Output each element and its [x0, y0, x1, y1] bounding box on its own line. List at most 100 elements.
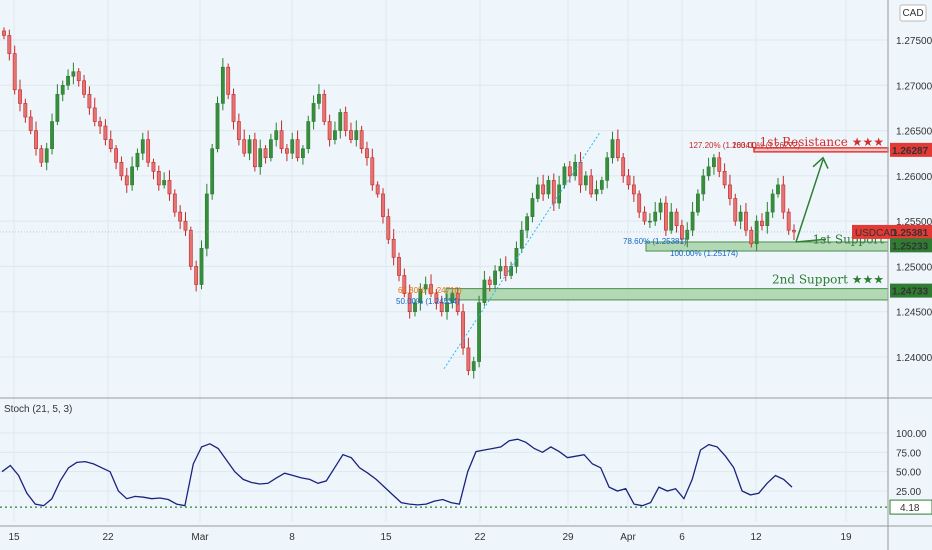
candle-body: [589, 175, 594, 195]
resistance-price-tag: 1.26287: [892, 146, 929, 157]
fib-100-resistance-label: 100.00% (1.26272): [732, 141, 800, 150]
candle-body: [365, 148, 369, 159]
candle-body: [87, 94, 92, 109]
candle-body: [749, 229, 754, 245]
candle-body: [370, 157, 375, 186]
price-tick-label: 1.24500: [896, 308, 932, 319]
candle-body: [551, 180, 556, 204]
candle-body: [781, 184, 786, 213]
currency-box: [899, 4, 927, 22]
candle-body: [98, 121, 102, 127]
price-tick-label: 1.27000: [896, 81, 932, 92]
candle-body: [701, 175, 706, 195]
candle-body: [92, 107, 97, 122]
candle-body: [487, 279, 492, 285]
candle-body: [375, 184, 380, 195]
support2-label: 2nd Support ★★★: [772, 273, 884, 287]
fib-127-label: 127.20% (1.26341): [689, 141, 757, 150]
candle-body: [263, 148, 268, 159]
candle-body: [599, 180, 604, 190]
candle-body: [397, 257, 401, 276]
support2-price-tag: 1.24733: [892, 287, 929, 298]
candle-body: [12, 53, 17, 91]
candle-body: [247, 139, 252, 154]
candle-body: [605, 157, 610, 181]
candle-body: [754, 220, 759, 245]
candle-body: [530, 198, 535, 217]
candle-body: [466, 347, 471, 371]
price-tick-label: 1.24000: [896, 353, 932, 364]
candle-body: [637, 193, 642, 213]
candle-body: [786, 211, 791, 231]
candle-body: [706, 166, 711, 177]
support1-price-tag: 1.25233: [892, 241, 929, 252]
last-price-tag: 1.25381: [892, 228, 929, 239]
price-tick-label: 1.25000: [896, 262, 932, 273]
candle-body: [541, 184, 546, 195]
time-tick-label: 12: [750, 532, 762, 543]
candle-body: [274, 130, 279, 140]
candle-body: [146, 139, 151, 163]
candle-body: [50, 121, 54, 149]
candle-body: [663, 202, 668, 231]
candle-body: [696, 193, 700, 213]
price-tick-label: 1.26000: [896, 172, 932, 183]
fib-50-label: 50.00% (1.24534): [396, 297, 460, 306]
candle-body: [578, 161, 583, 186]
candle-body: [172, 193, 177, 213]
candle-body: [792, 229, 796, 233]
time-tick-label: 6: [679, 532, 685, 543]
candle-body: [108, 139, 113, 149]
candle-body: [258, 148, 263, 168]
candle-body: [236, 121, 241, 140]
candle-body: [354, 130, 359, 140]
candle-body: [306, 121, 311, 149]
price-tick-label: 1.25500: [896, 217, 932, 228]
candle-body: [167, 180, 172, 195]
last-price-tag-box: [890, 224, 932, 239]
candle-body: [455, 293, 460, 313]
fib-100-support-label: 100.00% (1.25174): [670, 249, 738, 258]
candle-body: [178, 211, 183, 222]
stoch-last-label: 4.18: [900, 503, 920, 514]
price-tick-label: 1.26500: [896, 127, 932, 138]
candle-body: [733, 198, 738, 222]
candle-body: [199, 248, 204, 285]
currency-label: CAD: [902, 8, 923, 19]
candle-body: [156, 171, 161, 186]
projection-arrow: [795, 159, 824, 243]
fib-trend-line: [443, 132, 601, 370]
candle-body: [418, 288, 423, 303]
candle-body: [381, 193, 385, 217]
candle-body: [434, 293, 439, 303]
stoch-tick-label: 25.00: [896, 487, 921, 498]
candle-body: [567, 166, 572, 177]
candle-body: [76, 71, 81, 82]
candle-body: [231, 94, 236, 122]
candle-body: [477, 302, 481, 362]
candle-body: [647, 220, 652, 223]
stoch-last-box: [889, 499, 932, 515]
candle-body: [631, 184, 636, 195]
candle-body: [744, 211, 748, 231]
time-tick-label: 15: [380, 532, 392, 543]
stoch-tick-label: 50.00: [896, 468, 921, 479]
candle-body: [493, 270, 497, 285]
candle-body: [738, 211, 743, 222]
candle-body: [124, 175, 129, 186]
candle-body: [55, 94, 60, 122]
candle-body: [210, 148, 215, 195]
candle-body: [44, 148, 49, 163]
symbol-tag-box: [852, 224, 890, 239]
candle-body: [562, 166, 567, 186]
candle-body: [226, 66, 231, 95]
candle-body: [498, 266, 503, 272]
candle-body: [765, 211, 770, 226]
fib-786-label: 78.60% (1.25381): [623, 237, 687, 246]
candle-body: [407, 293, 412, 313]
candle-body: [183, 220, 188, 231]
candle-body: [151, 161, 156, 172]
